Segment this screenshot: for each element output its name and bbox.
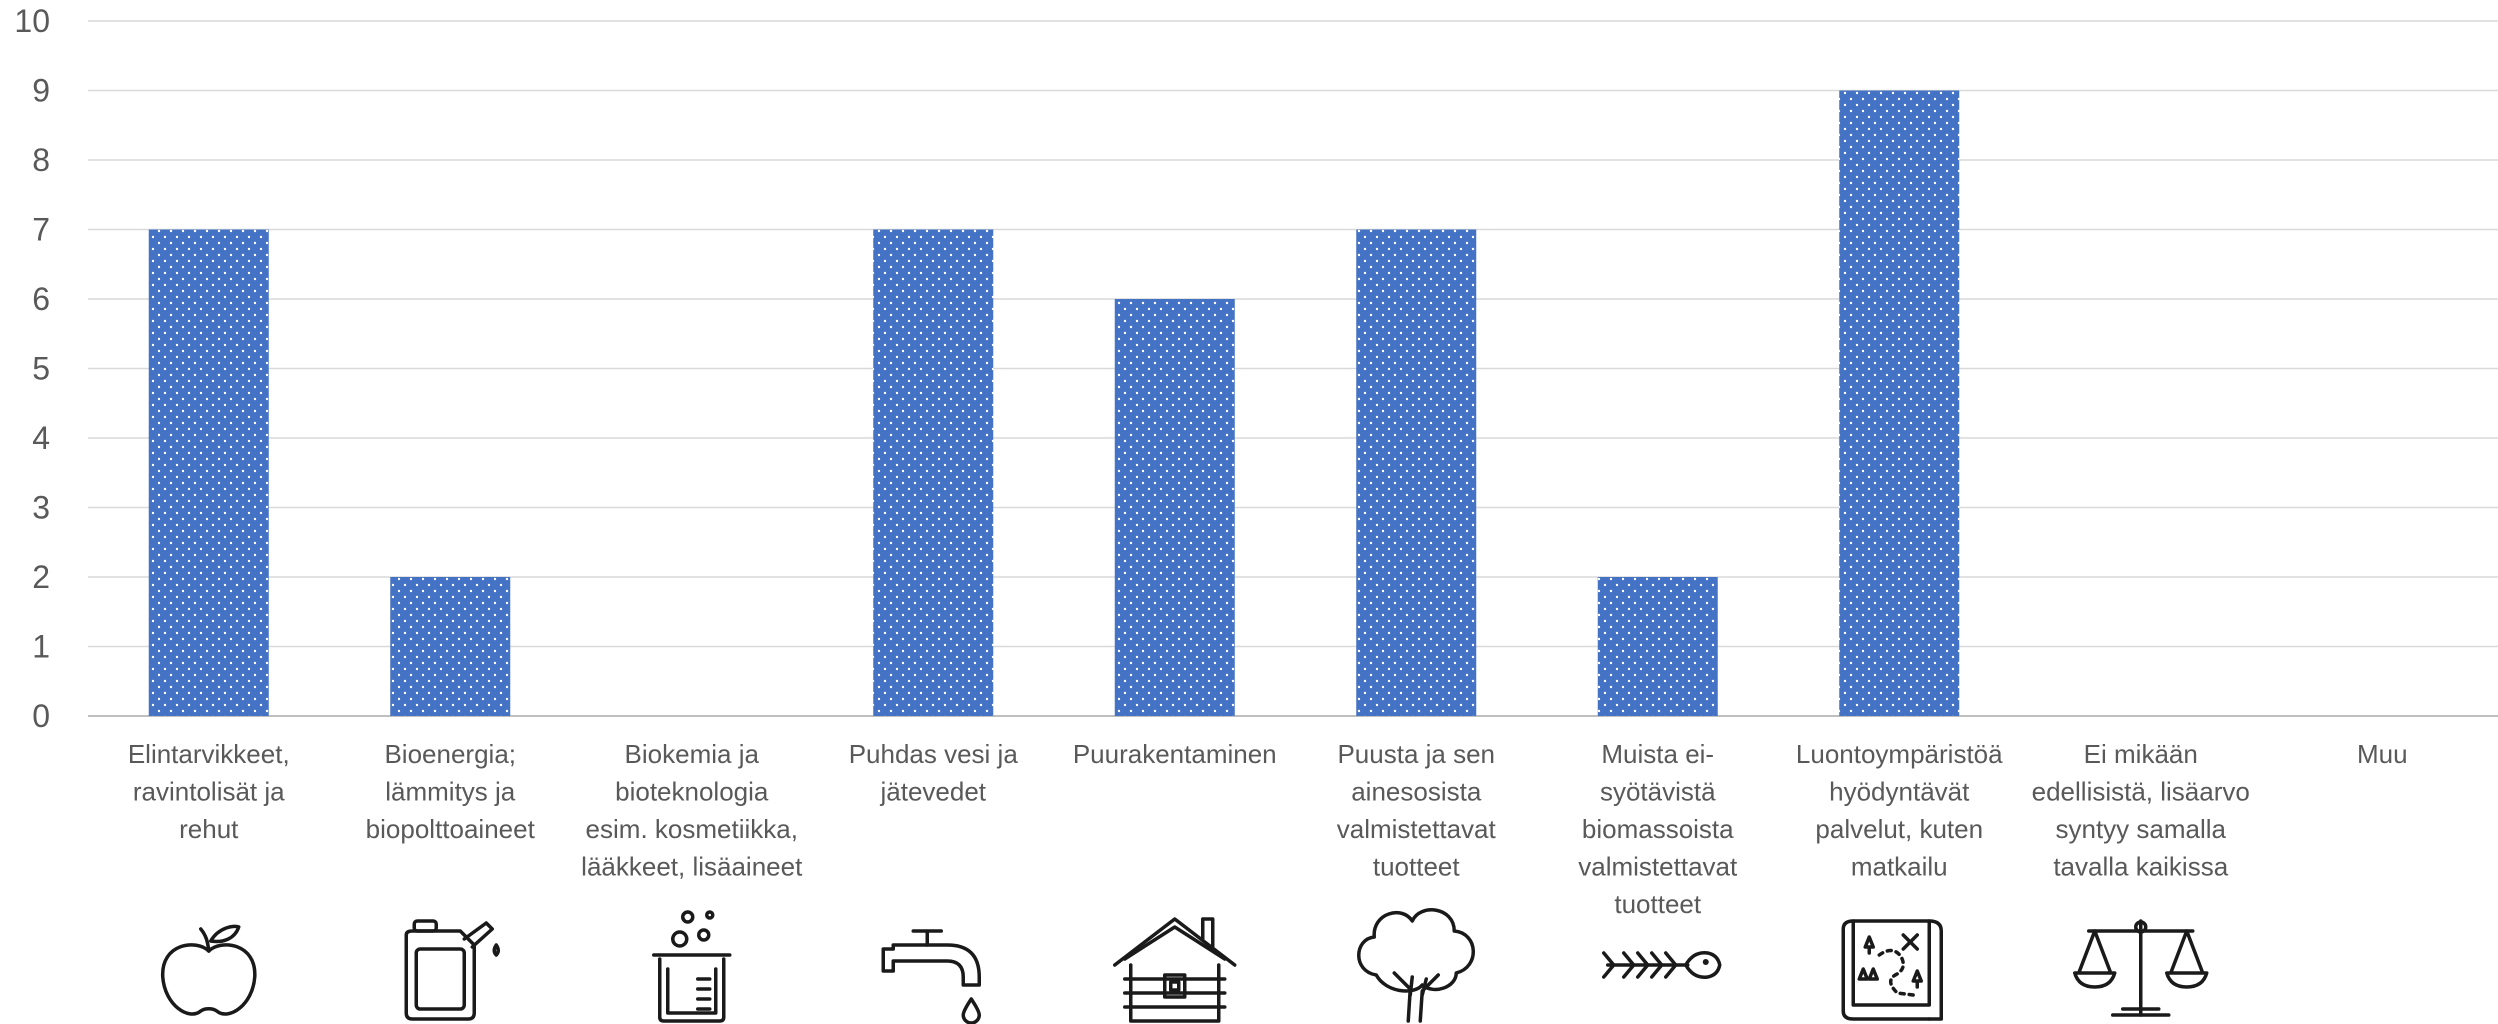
x-tick-label: Puurakentaminen — [1073, 739, 1277, 769]
apple-icon — [160, 924, 257, 1016]
bar — [1839, 90, 1960, 716]
y-tick-label: 7 — [32, 212, 50, 248]
bar — [1114, 299, 1235, 716]
balance-scale-icon — [2073, 919, 2209, 1017]
x-tick-label: Muu — [2357, 739, 2408, 769]
x-tick-label: Muista ei-syötävistä biomassoista valmiste… — [1578, 739, 1738, 919]
bar — [1356, 229, 1477, 716]
y-tick-label: 10 — [14, 3, 50, 39]
category-icons — [160, 908, 2209, 1024]
water-tap-icon — [881, 929, 981, 1024]
x-tick-label: Luontoympäristöä hyödyntävät palvelut, kut… — [1796, 739, 2003, 882]
bar — [390, 577, 511, 716]
y-tick-label: 2 — [32, 559, 50, 595]
bar — [873, 229, 994, 716]
y-tick-label: 1 — [32, 629, 50, 665]
y-tick-label: 6 — [32, 281, 50, 317]
y-axis-tick-labels: 0 1 2 3 4 5 6 7 8 9 10 — [14, 3, 50, 734]
x-tick-label: Puusta ja sen ainesosista valmistettavat tu… — [1337, 739, 1497, 882]
x-tick-label: Biokemia ja bioteknologia esim. kosmetiikk… — [581, 739, 803, 882]
y-tick-label: 8 — [32, 142, 50, 178]
y-tick-label: 4 — [32, 420, 50, 456]
y-tick-label: 9 — [32, 73, 50, 109]
x-tick-label: Elintarvikkeet, ravintolisät ja rehut — [128, 739, 290, 844]
x-tick-label: Bioenergia; lämmitys ja biopolttoaineet — [366, 739, 536, 844]
fuel-canister-icon — [404, 919, 500, 1021]
y-tick-label: 3 — [32, 490, 50, 526]
beaker-icon — [652, 910, 732, 1023]
bar — [1597, 577, 1718, 716]
tree-icon — [1357, 908, 1475, 1023]
y-tick-label: 0 — [32, 698, 50, 734]
treasure-map-icon — [1841, 919, 1943, 1021]
fish-bone-icon — [1602, 951, 1722, 979]
bar — [148, 229, 269, 716]
log-cabin-icon — [1113, 917, 1237, 1023]
bars — [148, 90, 1960, 716]
x-tick-label: Puhdas vesi ja jätevedet — [849, 739, 1019, 807]
y-tick-label: 5 — [32, 351, 50, 387]
x-tick-label: Ei mikään edellisistä, lisäarvo syntyy sam… — [2032, 739, 2250, 882]
category-labels: Elintarvikkeet, ravintolisät ja rehut Bioen… — [128, 739, 2408, 919]
